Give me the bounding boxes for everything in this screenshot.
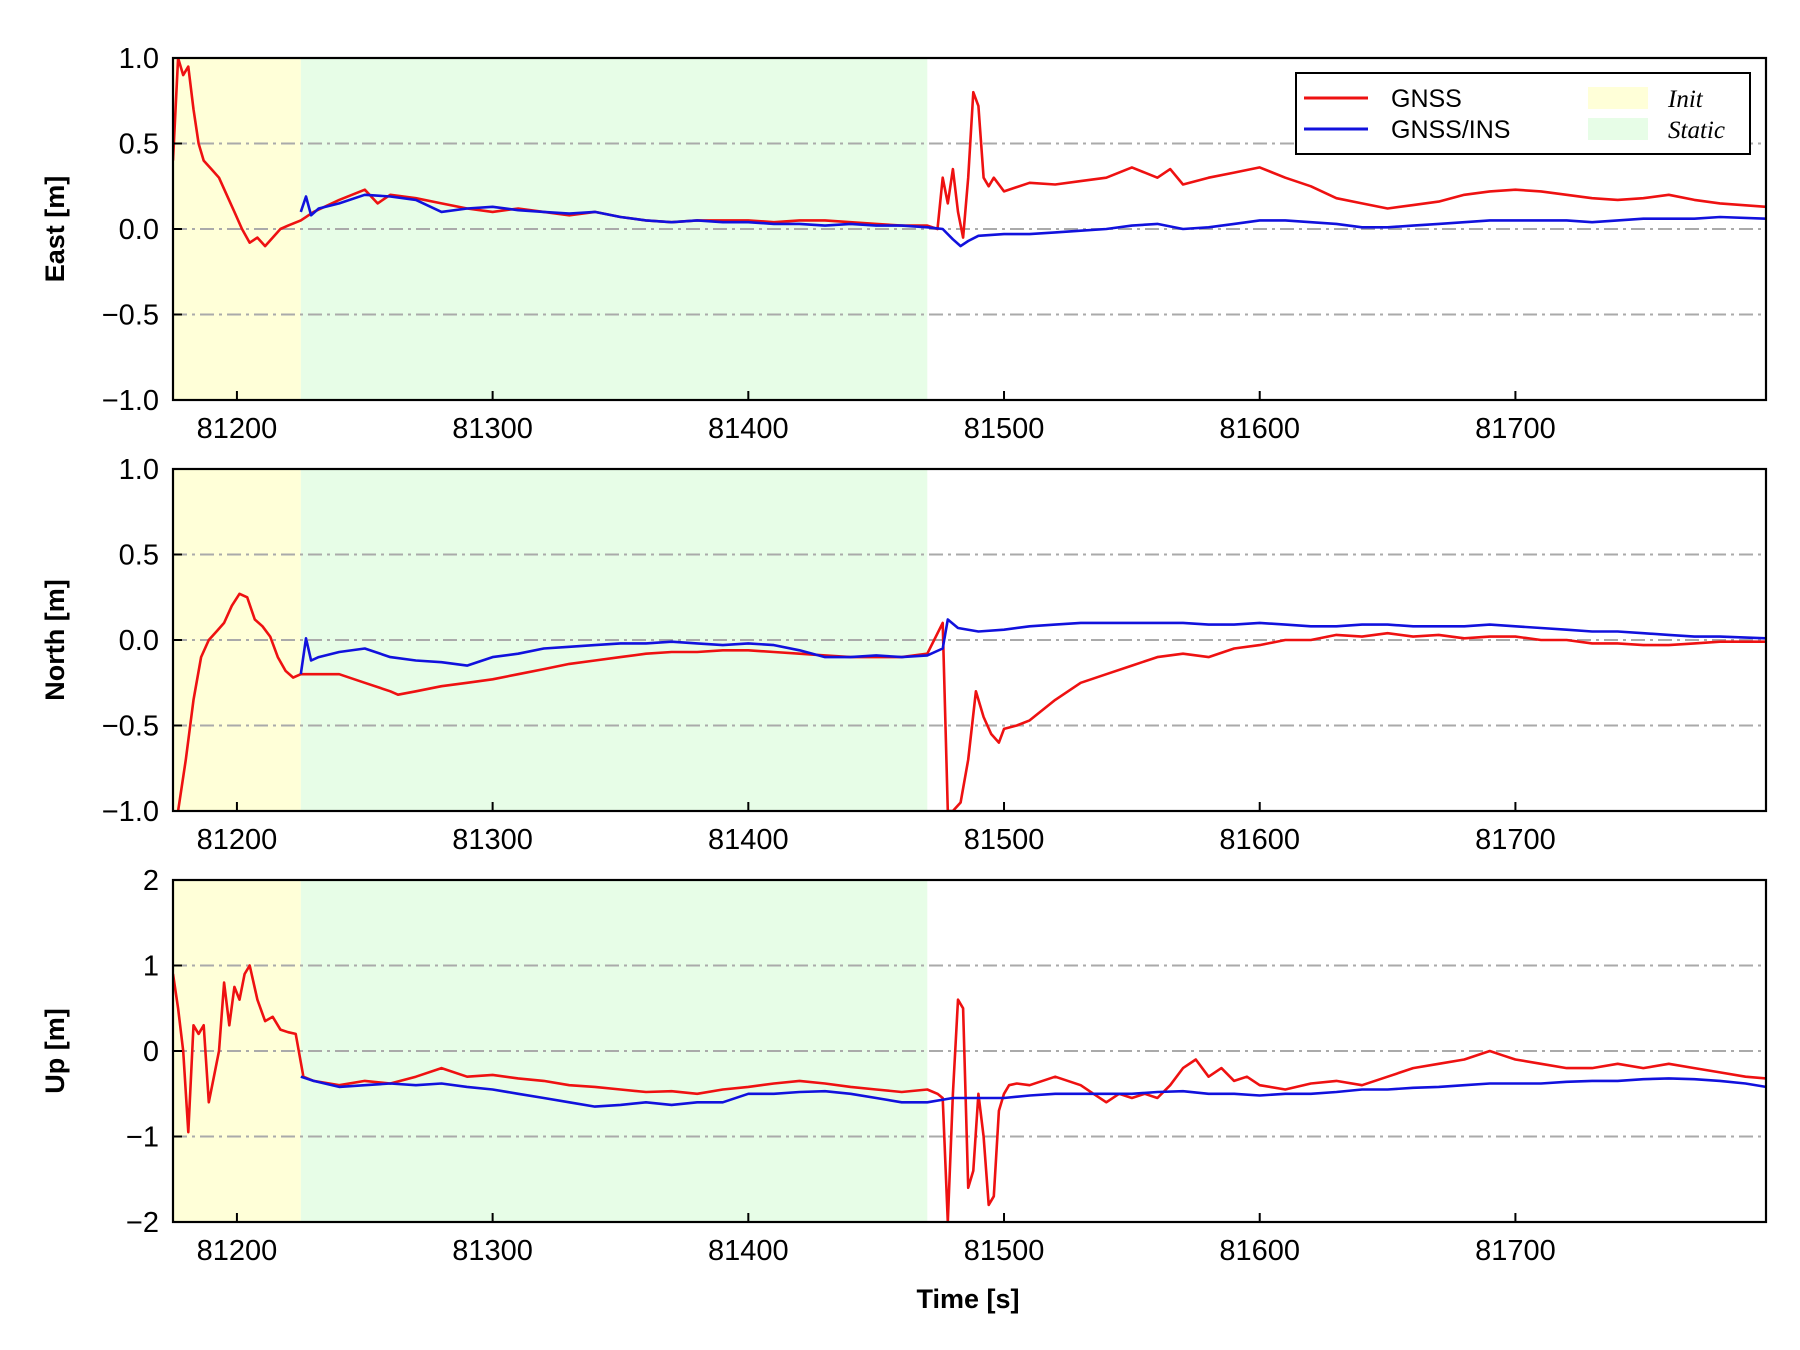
up-x-tick-label: 81600 bbox=[1219, 1235, 1300, 1267]
up-y-tick-label: 0 bbox=[143, 1036, 159, 1068]
x-axis-label: Time [s] bbox=[916, 1284, 1019, 1314]
legend-box bbox=[1295, 72, 1751, 155]
legend: GNSS GNSS/INS Init Static bbox=[1295, 72, 1751, 155]
up-y-tick-label: 2 bbox=[143, 865, 159, 897]
east-y-tick-label: −1.0 bbox=[102, 385, 159, 417]
north-x-tick-label: 81700 bbox=[1475, 824, 1556, 856]
north-x-tick-label: 81200 bbox=[197, 824, 278, 856]
east-y-tick-label: 0.0 bbox=[119, 214, 159, 246]
east-x-tick-label: 81700 bbox=[1475, 413, 1556, 445]
north-x-tick-label: 81500 bbox=[964, 824, 1045, 856]
north-y-tick-label: 0.5 bbox=[119, 540, 159, 572]
east-y-axis-label: East [m] bbox=[40, 176, 70, 283]
north-y-tick-label: 0.0 bbox=[119, 625, 159, 657]
legend-label-gnss: GNSS bbox=[1391, 85, 1462, 113]
legend-patch-init bbox=[1588, 87, 1648, 109]
east-y-tick-label: 0.5 bbox=[119, 129, 159, 161]
north-x-tick-label: 81400 bbox=[708, 824, 789, 856]
up-series-gnss bbox=[173, 964, 1766, 1222]
up-x-tick-label: 81700 bbox=[1475, 1235, 1556, 1267]
up-x-tick-label: 81200 bbox=[197, 1235, 278, 1267]
north-y-tick-label: 1.0 bbox=[119, 454, 159, 486]
up-x-tick-label: 81400 bbox=[708, 1235, 789, 1267]
panel-east: 81200 81300 81400 81500 81600 81700 −1.0 −0.5 0.… bbox=[40, 43, 1768, 445]
east-y-tick-label: −0.5 bbox=[102, 300, 159, 332]
panel-up: 81200 81300 81400 81500 81600 81700 −2 −1 0 1 2 Up … bbox=[40, 865, 1768, 1267]
up-y-tick-label: −1 bbox=[126, 1122, 159, 1154]
north-y-tick-label: −0.5 bbox=[102, 711, 159, 743]
legend-label-init: Init bbox=[1667, 86, 1704, 113]
up-x-tick-label: 81500 bbox=[964, 1235, 1045, 1267]
up-y-axis-label: Up [m] bbox=[40, 1008, 70, 1093]
east-x-tick-label: 81200 bbox=[197, 413, 278, 445]
up-x-tick-label: 81300 bbox=[452, 1235, 533, 1267]
up-y-tick-label: 1 bbox=[143, 951, 159, 983]
north-x-tick-label: 81300 bbox=[452, 824, 533, 856]
east-x-tick-label: 81500 bbox=[964, 413, 1045, 445]
panel-north: 81200 81300 81400 81500 81600 81700 −1.0 −0.5 0.… bbox=[40, 454, 1768, 856]
east-x-tick-label: 81600 bbox=[1219, 413, 1300, 445]
east-y-tick-label: 1.0 bbox=[119, 43, 159, 75]
up-y-tick-label: −2 bbox=[126, 1207, 159, 1239]
east-x-tick-label: 81400 bbox=[708, 413, 789, 445]
north-y-tick-label: −1.0 bbox=[102, 796, 159, 828]
north-x-tick-label: 81600 bbox=[1219, 824, 1300, 856]
legend-patch-static bbox=[1588, 118, 1648, 140]
east-x-tick-label: 81300 bbox=[452, 413, 533, 445]
up-series-gnss-ins bbox=[300, 1075, 1766, 1108]
east-series-gnss-ins bbox=[299, 193, 1766, 248]
north-y-axis-label: North [m] bbox=[40, 579, 70, 700]
north-series-gnss-ins bbox=[299, 618, 1766, 675]
legend-label-static: Static bbox=[1668, 117, 1725, 144]
legend-label-gnss-ins: GNSS/INS bbox=[1391, 116, 1510, 144]
